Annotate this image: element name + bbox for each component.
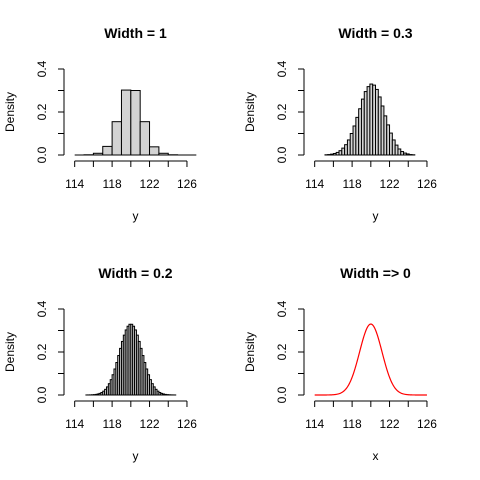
- chart-title: Width => 0: [340, 265, 411, 281]
- x-tick-label: 126: [177, 177, 197, 191]
- y-axis-label: Density: [3, 332, 17, 372]
- y-tick-label: 0.4: [35, 60, 49, 77]
- x-tick-label: 114: [305, 417, 324, 431]
- x-tick-label: 118: [103, 417, 122, 431]
- x-tick-label: 126: [177, 417, 197, 431]
- chart-title: Width = 0.2: [98, 265, 172, 281]
- y-tick-label: 0.0: [275, 146, 289, 163]
- y-axis-label: Density: [3, 92, 17, 132]
- y-tick-label: 0.2: [35, 343, 49, 360]
- y-tick-label: 0.4: [275, 300, 289, 317]
- x-tick-label: 122: [380, 177, 400, 191]
- y-tick-label: 0.2: [275, 103, 289, 120]
- histogram-bar: [150, 147, 159, 155]
- y-tick-label: 0.0: [35, 146, 49, 163]
- x-tick-label: 122: [380, 417, 400, 431]
- x-tick-label: 122: [140, 417, 160, 431]
- histogram-bar: [121, 90, 130, 155]
- chart-title: Width = 1: [104, 25, 167, 41]
- y-tick-label: 0.0: [35, 386, 49, 403]
- x-tick-label: 122: [140, 177, 160, 191]
- x-tick-label: 126: [417, 417, 437, 431]
- x-axis-label: y: [133, 449, 139, 463]
- panel-width-to-zero: Width => 0 114 118 122 126 x 0.0 0.2 0.4 Density: [243, 265, 437, 463]
- y-tick-label: 0.0: [275, 386, 289, 403]
- y-tick-label: 0.4: [275, 60, 289, 77]
- x-axis-label: y: [373, 209, 379, 223]
- panel-width-0-3: Width = 0.3 114 118 122 126 y 0.0 0.2 0.4 Density: [243, 25, 437, 223]
- x-tick-label: 114: [65, 417, 84, 431]
- density-curve: [315, 324, 427, 395]
- histogram-bar: [112, 122, 121, 155]
- x-axis-label: y: [133, 209, 139, 223]
- x-tick-label: 118: [343, 177, 362, 191]
- y-tick-label: 0.2: [275, 343, 289, 360]
- histogram-bar: [103, 146, 112, 155]
- x-axis-label: x: [373, 449, 379, 463]
- y-axis-label: Density: [243, 332, 257, 372]
- x-tick-label: 126: [417, 177, 437, 191]
- x-tick-label: 118: [103, 177, 122, 191]
- panel-width-1: Width = 1 114 118 122 126 y 0.0 0.2 0.4 Density: [3, 25, 197, 223]
- histogram-bar: [131, 91, 140, 156]
- y-tick-label: 0.2: [35, 103, 49, 120]
- chart-title: Width = 0.3: [338, 25, 412, 41]
- x-tick-label: 114: [65, 177, 84, 191]
- histogram-bar: [140, 122, 149, 155]
- x-tick-label: 118: [343, 417, 362, 431]
- x-tick-label: 114: [305, 177, 324, 191]
- y-axis-label: Density: [243, 92, 257, 132]
- panel-width-0-2: Width = 0.2 114 118 122 126 y 0.0 0.2 0.4 Density: [3, 265, 197, 463]
- y-tick-label: 0.4: [35, 300, 49, 317]
